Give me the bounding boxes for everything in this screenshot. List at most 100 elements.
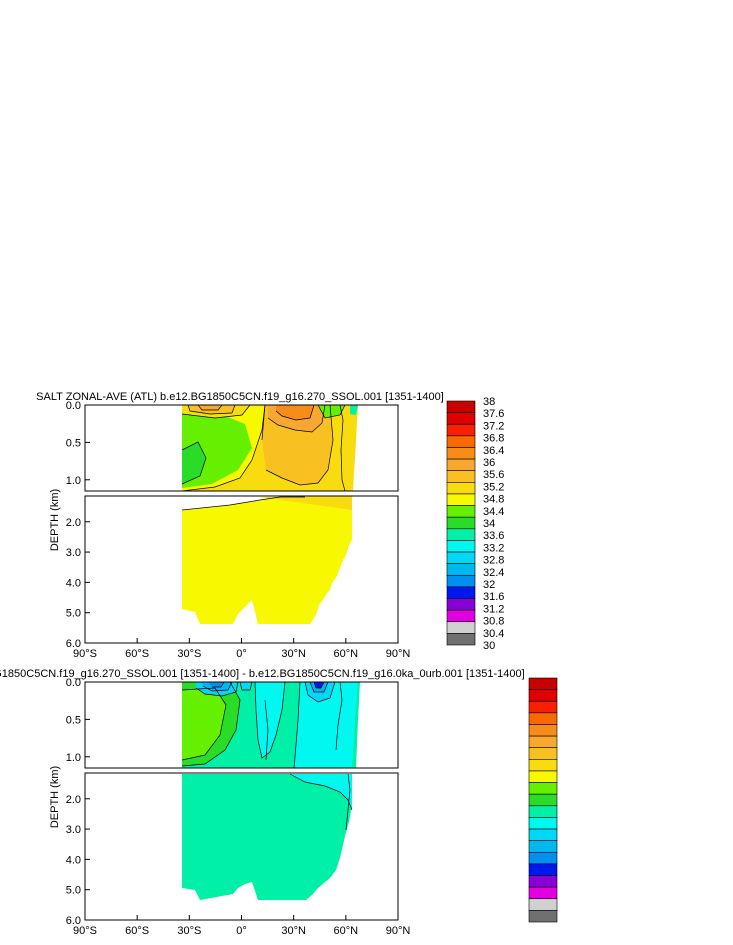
colorbar-box [446, 574, 476, 588]
y-tick-label: 0.0 [66, 677, 81, 689]
colorbar-label: 36.8 [483, 433, 504, 445]
colorbar-box [528, 851, 558, 865]
colorbar-label: 34.8 [483, 494, 504, 506]
colorbar-label: 38 [483, 396, 495, 408]
panel-2-y-axis-label: DEPTH (km) [49, 766, 61, 828]
panel-1-y-axis: 0.0 0.5 1.0 2.0 3.0 4.0 5.0 6.0 [66, 400, 90, 650]
colorbar-box [446, 551, 476, 564]
panel-2-lower-field [182, 773, 353, 900]
colorbar-box [446, 633, 476, 646]
x-tick-label: 90°S [73, 648, 97, 660]
colorbar-box [446, 621, 476, 634]
x-tick-label: 30°S [177, 648, 201, 660]
colorbar-box [446, 586, 476, 599]
colorbar-box [528, 770, 558, 783]
x-tick-label: 90°N [386, 925, 411, 937]
colorbar-label: 30.4 [483, 628, 504, 640]
colorbar-box [528, 863, 558, 876]
y-tick-label: 1.0 [66, 475, 81, 487]
colorbar-box [528, 735, 558, 749]
colorbar-box [446, 400, 476, 413]
y-tick-label: 5.0 [66, 885, 81, 897]
x-tick-label: 90°N [386, 648, 411, 660]
colorbar-box [446, 470, 476, 483]
colorbar-label: 36.4 [483, 445, 504, 457]
y-tick-label: 6.0 [66, 638, 81, 650]
x-tick-label: 90°S [73, 925, 97, 937]
colorbar-box [528, 805, 558, 818]
colorbar-label: 30.8 [483, 616, 504, 628]
y-tick-label: 5.0 [66, 608, 81, 620]
colorbar-box [446, 563, 476, 576]
panel-1-title: SALT ZONAL-AVE (ATL) b.e12.BG1850C5CN.f1… [36, 391, 444, 403]
x-tick-label: 60°N [334, 925, 359, 937]
colorbar-label: 32.4 [483, 567, 504, 579]
panel-2-x-axis: 90°S 60°S 30°S 0° 30°N 60°N 90°N [73, 915, 410, 937]
colorbar-box [446, 423, 476, 437]
y-tick-label: 0.5 [66, 437, 81, 449]
y-tick-label: 3.0 [66, 824, 81, 836]
y-tick-label: 2.0 [66, 517, 81, 529]
colorbar-box [446, 598, 476, 611]
colorbar-label: 34.4 [483, 506, 504, 518]
colorbar-label: 32.8 [483, 555, 504, 567]
y-tick-label: 4.0 [66, 854, 81, 866]
colorbar-label: 33.2 [483, 542, 504, 554]
colorbar-box [528, 910, 558, 923]
x-tick-label: 30°N [281, 925, 306, 937]
colorbar-label: 36 [483, 457, 495, 469]
colorbar-box [528, 828, 558, 841]
x-tick-label: 30°N [281, 648, 306, 660]
colorbar-box [446, 412, 476, 425]
y-tick-label: 0.0 [66, 400, 81, 412]
colorbar-box [528, 759, 558, 772]
colorbar-label: 35.6 [483, 469, 504, 481]
colorbar-box [528, 712, 558, 725]
y-tick-label: 1.0 [66, 752, 81, 764]
colorbar-label: 32 [483, 579, 495, 591]
colorbar-label: 35.2 [483, 481, 504, 493]
panel-1-colorbar: 3837.637.236.836.43635.635.234.834.43433… [446, 396, 504, 652]
colorbar-box [528, 898, 558, 911]
colorbar-label: 30 [483, 640, 495, 652]
colorbar-box [446, 435, 476, 448]
x-tick-label: 0° [236, 648, 247, 660]
colorbar-label: 33.6 [483, 530, 504, 542]
colorbar-box [446, 516, 476, 530]
colorbar-box [528, 689, 558, 702]
colorbar-box [446, 447, 476, 460]
colorbar-box [446, 482, 476, 495]
x-tick-label: 60°S [125, 925, 149, 937]
panel-1-y-axis-label: DEPTH (km) [49, 489, 61, 551]
x-tick-label: 60°S [125, 648, 149, 660]
colorbar-box [446, 505, 476, 518]
panel-2-title: b.e12.BG1850C5CN.f19_g16.270_SSOL.001 [1… [0, 668, 525, 680]
colorbar-box [528, 700, 558, 714]
panel-1-x-axis: 90°S 60°S 30°S 0° 30°N 60°N 90°N [73, 638, 410, 660]
colorbar-box [528, 817, 558, 830]
colorbar-box [528, 724, 558, 737]
colorbar-box [528, 677, 558, 690]
colorbar-box [528, 793, 558, 807]
x-tick-label: 0° [236, 925, 247, 937]
colorbar-label: 31.2 [483, 603, 504, 615]
colorbar-box [446, 528, 476, 541]
panel-2-colorbar [528, 677, 558, 923]
x-tick-label: 30°S [177, 925, 201, 937]
colorbar-box [446, 540, 476, 553]
colorbar-label: 37.2 [483, 420, 504, 432]
colorbar-box [528, 747, 558, 760]
panel-1: SALT ZONAL-AVE (ATL) b.e12.BG1850C5CN.f1… [36, 391, 504, 660]
y-tick-label: 2.0 [66, 794, 81, 806]
panel-1-lower-field [181, 496, 352, 624]
colorbar-box [528, 782, 558, 795]
colorbar-box [446, 609, 476, 623]
panel-2-upper-field [181, 682, 360, 768]
colorbar-label: 37.6 [483, 408, 504, 420]
colorbar-label: 34 [483, 518, 495, 530]
y-tick-label: 6.0 [66, 915, 81, 927]
y-tick-label: 0.5 [66, 714, 81, 726]
colorbar-box [446, 493, 476, 506]
x-tick-label: 60°N [334, 648, 359, 660]
